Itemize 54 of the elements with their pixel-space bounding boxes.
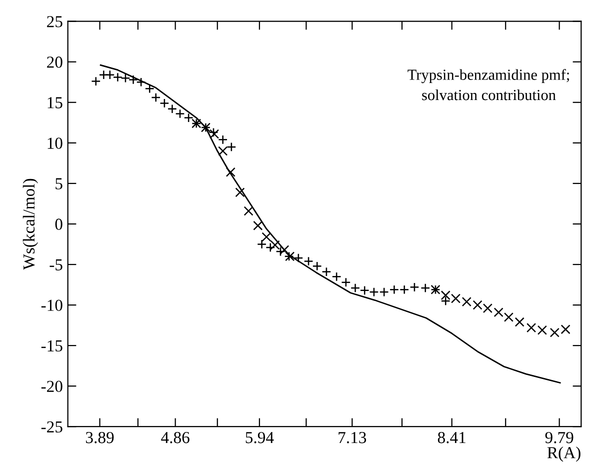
annotation: Trypsin-benzamidine pmf; solvation contribution — [408, 69, 569, 100]
y-tick-label: -5 — [50, 259, 62, 270]
y-tick-label: 20 — [47, 56, 62, 68]
x-tick-label: 3.89 — [86, 432, 114, 444]
x-tick-label: 9.79 — [545, 432, 574, 444]
point — [504, 312, 514, 322]
point — [494, 308, 504, 318]
point — [369, 287, 379, 297]
y-tick-label: -20 — [41, 380, 62, 392]
point — [312, 261, 322, 271]
point — [379, 287, 389, 297]
point — [151, 92, 161, 102]
point — [226, 142, 236, 152]
point — [472, 300, 482, 310]
point — [244, 206, 254, 216]
point — [304, 256, 314, 266]
point — [235, 188, 245, 198]
point — [218, 146, 228, 156]
point — [420, 283, 430, 293]
y-tick-label: 15 — [48, 97, 62, 108]
point — [160, 98, 170, 108]
point — [526, 322, 536, 333]
x-axis-title: R(A) — [547, 446, 580, 462]
y-tick-label: -15 — [41, 340, 62, 352]
point — [120, 73, 130, 83]
point — [226, 167, 236, 177]
point — [175, 108, 185, 119]
point — [184, 112, 194, 123]
y-tick-label: -10 — [41, 300, 62, 311]
y-tick-label: 25 — [47, 16, 62, 28]
y-tick-label: 0 — [55, 218, 62, 230]
point — [360, 286, 370, 296]
point — [560, 324, 570, 334]
point — [462, 296, 472, 307]
point — [322, 266, 332, 277]
point — [450, 294, 461, 304]
point — [410, 282, 420, 292]
point — [253, 220, 263, 230]
point — [105, 70, 115, 80]
point — [332, 272, 342, 282]
x-tick-label: 8.41 — [438, 432, 466, 444]
x-tick-label: 7.13 — [338, 432, 366, 444]
point — [341, 278, 351, 288]
y-tick-label: 10 — [48, 138, 62, 149]
point — [514, 317, 524, 327]
x-tick-label: 4.86 — [161, 432, 190, 444]
x-tick-label: 5.94 — [246, 432, 274, 444]
point — [537, 325, 547, 335]
y-tick-label: 5 — [56, 178, 62, 190]
point — [350, 283, 360, 293]
y-axis-title: Ws(kcal/mol) — [22, 178, 38, 270]
point — [482, 303, 492, 314]
point — [550, 328, 560, 338]
y-tick-label: -25 — [41, 421, 62, 433]
